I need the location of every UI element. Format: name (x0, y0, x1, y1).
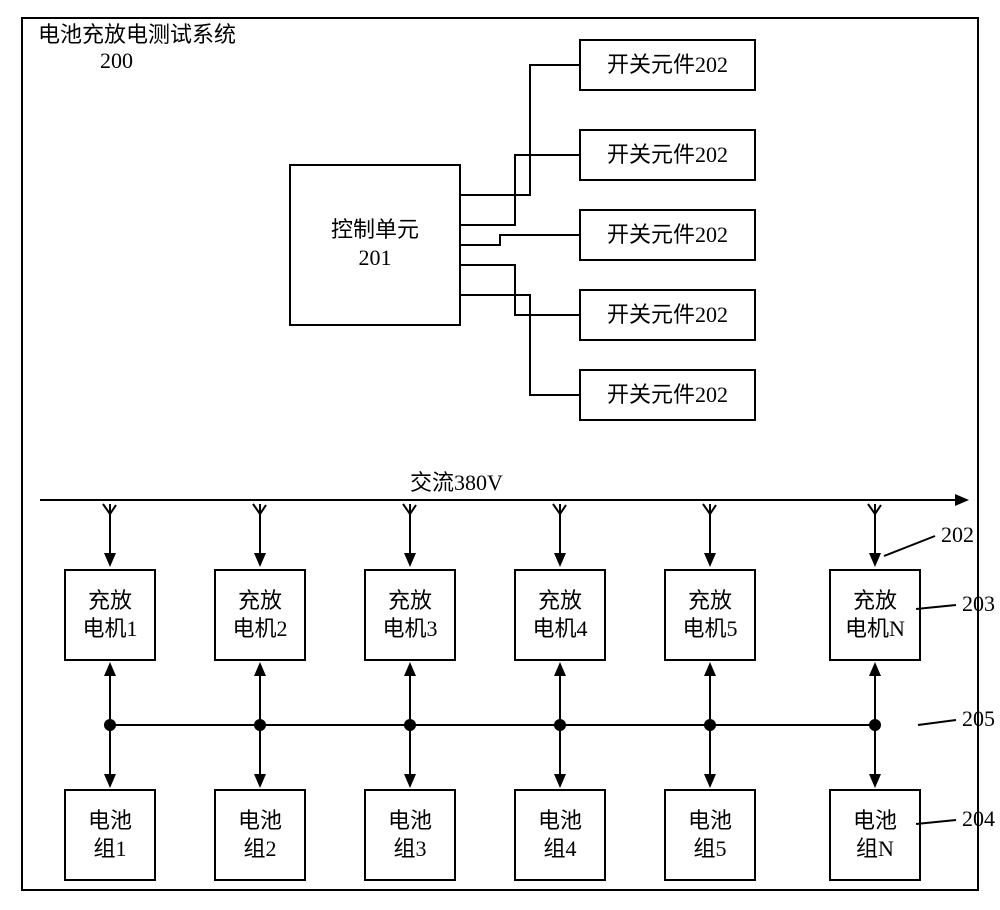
svg-text:电池: 电池 (688, 808, 732, 833)
system-title-line1: 电池充放电测试系统 (38, 22, 236, 47)
charger-box: 充放电机4 (515, 570, 605, 660)
control-unit: 控制单元 201 (290, 165, 460, 325)
svg-text:组5: 组5 (693, 836, 726, 861)
svg-text:组4: 组4 (543, 836, 576, 861)
svg-text:204: 204 (962, 806, 995, 831)
svg-text:组3: 组3 (393, 836, 426, 861)
svg-text:开关元件202: 开关元件202 (607, 382, 728, 407)
svg-text:电机5: 电机5 (682, 616, 737, 641)
svg-text:开关元件202: 开关元件202 (607, 302, 728, 327)
svg-text:202: 202 (941, 522, 974, 547)
svg-text:充放: 充放 (238, 588, 282, 613)
svg-text:203: 203 (962, 591, 995, 616)
switch-box: 开关元件202 (580, 370, 755, 420)
bus-label: 交流380V (410, 470, 503, 495)
svg-text:充放: 充放 (688, 588, 732, 613)
svg-text:开关元件202: 开关元件202 (607, 142, 728, 167)
svg-text:开关元件202: 开关元件202 (607, 222, 728, 247)
svg-text:电机1: 电机1 (82, 616, 137, 641)
battery-box: 电池组2 (215, 790, 305, 880)
svg-text:电机N: 电机N (845, 616, 905, 641)
svg-text:电池: 电池 (853, 808, 897, 833)
svg-text:控制单元: 控制单元 (331, 217, 419, 242)
system-title-line2: 200 (100, 48, 133, 73)
svg-text:组1: 组1 (93, 836, 126, 861)
charger-box: 充放电机3 (365, 570, 455, 660)
svg-text:205: 205 (962, 706, 995, 731)
switch-box: 开关元件202 (580, 210, 755, 260)
charger-box: 充放电机5 (665, 570, 755, 660)
charger-box: 充放电机N (830, 570, 920, 660)
svg-text:充放: 充放 (538, 588, 582, 613)
svg-text:充放: 充放 (388, 588, 432, 613)
switch-box: 开关元件202 (580, 40, 755, 90)
switch-box: 开关元件202 (580, 290, 755, 340)
svg-text:充放: 充放 (853, 588, 897, 613)
svg-text:充放: 充放 (88, 588, 132, 613)
svg-text:电机4: 电机4 (532, 616, 587, 641)
battery-box: 电池组3 (365, 790, 455, 880)
svg-text:电机2: 电机2 (232, 616, 287, 641)
svg-text:201: 201 (359, 245, 392, 270)
svg-text:电池: 电池 (388, 808, 432, 833)
svg-text:电池: 电池 (238, 808, 282, 833)
svg-text:开关元件202: 开关元件202 (607, 52, 728, 77)
switch-box: 开关元件202 (580, 130, 755, 180)
outer-frame (22, 18, 978, 890)
svg-text:电池: 电池 (538, 808, 582, 833)
battery-box: 电池组4 (515, 790, 605, 880)
battery-box: 电池组1 (65, 790, 155, 880)
charger-box: 充放电机1 (65, 570, 155, 660)
svg-text:电池: 电池 (88, 808, 132, 833)
charger-box: 充放电机2 (215, 570, 305, 660)
battery-box: 电池组5 (665, 790, 755, 880)
battery-box: 电池组N (830, 790, 920, 880)
svg-text:电机3: 电机3 (382, 616, 437, 641)
svg-text:组2: 组2 (243, 836, 276, 861)
svg-text:组N: 组N (856, 836, 894, 861)
